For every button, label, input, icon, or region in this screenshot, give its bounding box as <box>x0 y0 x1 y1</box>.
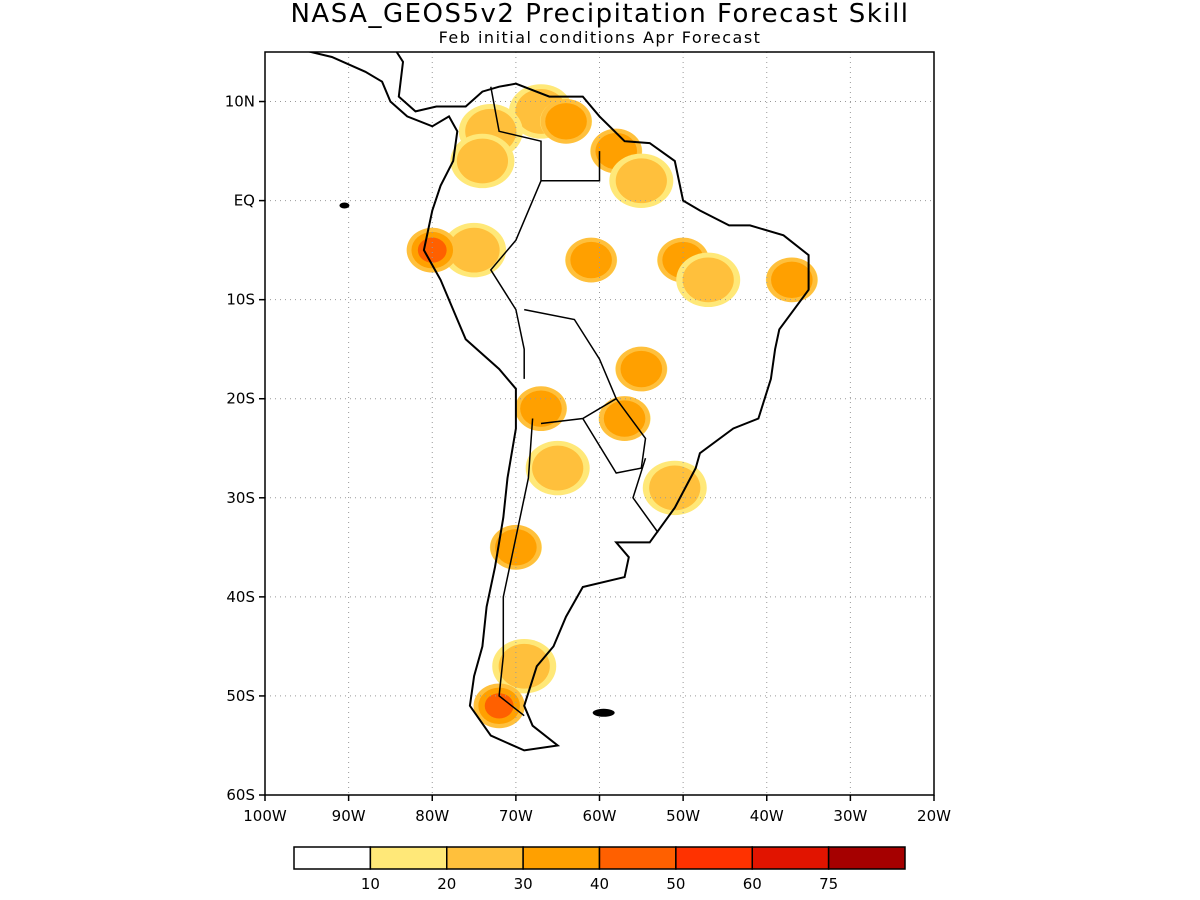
lon-tick-label: 30W <box>833 807 867 825</box>
galapagos-islands <box>339 202 350 209</box>
lon-tick-label: 50W <box>666 807 700 825</box>
colorbar-swatch <box>751 846 830 870</box>
skill-patch <box>682 257 734 303</box>
skill-patch <box>649 465 701 511</box>
coastlines <box>306 52 810 752</box>
country-border <box>524 308 618 425</box>
lon-tick-label: 20W <box>917 807 951 825</box>
skill-patch <box>532 445 584 491</box>
skill-patch <box>570 241 612 279</box>
skill-patch <box>545 103 587 140</box>
skill-patch <box>771 261 813 299</box>
colorbar-label: 50 <box>666 875 685 893</box>
colorbar-swatch <box>675 846 753 870</box>
colorbar-label: 60 <box>743 875 762 893</box>
lat-tick-label: 40S <box>226 588 255 606</box>
colorbar-label: 75 <box>819 875 838 893</box>
skill-patch <box>484 693 514 719</box>
lat-tick-label: 10N <box>225 93 255 111</box>
skill-patch <box>498 643 550 689</box>
colorbar-swatch <box>293 846 372 870</box>
lat-tick-label: EQ <box>234 192 255 210</box>
colorbar-swatch <box>598 846 677 870</box>
colorbar-swatch <box>522 846 601 870</box>
colorbar-label: 30 <box>514 875 533 893</box>
lat-tick-label: 10S <box>226 291 255 309</box>
skill-patch <box>448 227 500 273</box>
country-border <box>489 86 542 379</box>
lon-tick-label: 40W <box>750 807 784 825</box>
lon-tick-label: 100W <box>243 807 287 825</box>
skill-patch <box>417 237 447 263</box>
country-border <box>582 398 647 474</box>
colorbar-label: 10 <box>361 875 380 893</box>
skill-patch <box>456 138 509 184</box>
country-border <box>541 151 601 182</box>
continent-coastline <box>306 52 810 752</box>
lon-tick-label: 60W <box>583 807 617 825</box>
lon-tick-label: 80W <box>415 807 449 825</box>
country-border <box>632 457 659 533</box>
skill-patch <box>620 350 663 388</box>
axis-ticks: 10N EQ 10S 20S 30S 40S 50S 60S 100W 90W 80W 70W 60W 5… <box>225 93 951 825</box>
skill-patch <box>615 158 667 204</box>
chart-subtitle: Feb initial conditions Apr Forecast <box>438 28 762 47</box>
chart-title: NASA_GEOS5v2 Precipitation Forecast Skil… <box>290 0 910 29</box>
colorbar-swatch <box>369 846 448 870</box>
colorbar: 10 20 30 40 50 60 75 <box>293 846 906 893</box>
colorbar-label: 20 <box>437 875 456 893</box>
skill-patch <box>520 390 562 427</box>
skill-fill-layer <box>406 84 818 729</box>
lon-tick-label: 90W <box>332 807 366 825</box>
country-border <box>498 418 534 717</box>
lon-tick-label: 70W <box>499 807 533 825</box>
skill-patch <box>603 400 646 437</box>
lat-tick-label: 20S <box>226 390 255 408</box>
colorbar-swatch <box>446 846 524 870</box>
colorbar-label: 40 <box>590 875 609 893</box>
colorbar-swatch <box>827 846 906 870</box>
falkland-islands <box>592 708 615 717</box>
lat-tick-label: 50S <box>226 687 255 705</box>
lat-tick-label: 60S <box>226 786 255 804</box>
lat-tick-label: 30S <box>226 489 255 507</box>
